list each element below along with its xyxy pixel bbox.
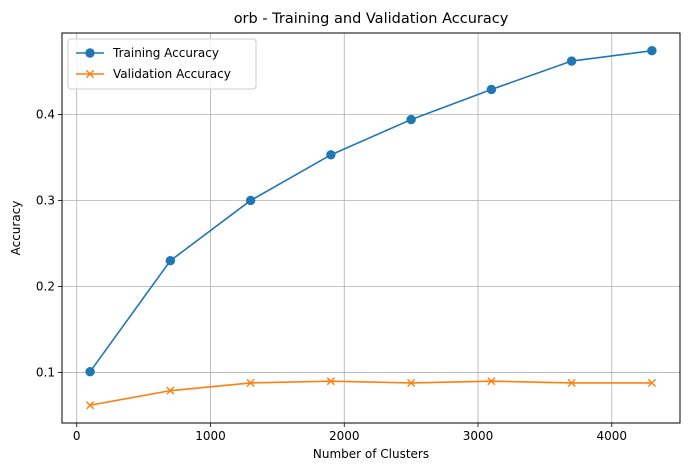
legend-marker — [85, 48, 95, 58]
data-point — [246, 378, 255, 387]
data-point — [166, 386, 175, 395]
data-point — [487, 377, 496, 386]
legend: Training Accuracy Validation Accuracy — [67, 38, 257, 90]
data-point-stroke — [85, 401, 95, 410]
data-point — [486, 84, 497, 95]
x-tick-label: 1000 — [195, 429, 226, 443]
legend-marker — [85, 69, 95, 79]
y-axis-label: Accuracy — [9, 201, 23, 256]
data-point — [326, 150, 336, 160]
y-tick-label: 0.1 — [36, 366, 55, 380]
data-point — [85, 401, 95, 410]
data-point-stroke — [647, 378, 657, 387]
data-point — [647, 46, 657, 56]
data-point-stroke — [487, 377, 496, 386]
axis-ticks: 0 1000 2000 3000 4000 0.1 0.2 0.3 0.4 — [36, 107, 627, 443]
x-tick-label: 2000 — [329, 429, 360, 443]
x-tick-label: 0 — [73, 429, 81, 443]
legend-item: Validation Accuracy — [76, 67, 231, 81]
series-line — [89, 49, 653, 373]
data-point — [326, 377, 335, 386]
series-1 — [85, 377, 657, 410]
data-point — [407, 378, 416, 387]
x-axis-label: Number of Clusters — [313, 447, 429, 461]
y-tick-label: 0.4 — [36, 107, 55, 121]
x-tick-label: 4000 — [597, 429, 628, 443]
y-tick-label: 0.2 — [36, 280, 55, 294]
plot-frame — [61, 32, 681, 424]
data-point-stroke — [166, 386, 175, 395]
data-point — [85, 367, 95, 377]
chart-title: orb - Training and Validation Accuracy — [234, 11, 509, 27]
series-layer — [85, 46, 657, 410]
x-tick-label: 3000 — [463, 429, 494, 443]
legend-box — [67, 38, 257, 90]
series-line — [89, 380, 652, 407]
series-0 — [85, 46, 657, 377]
data-point-stroke — [407, 378, 416, 387]
legend-marker-stroke — [85, 69, 95, 79]
data-point — [165, 256, 176, 266]
legend-label: Validation Accuracy — [113, 67, 231, 81]
data-point-stroke — [567, 378, 576, 387]
data-point — [245, 195, 256, 206]
legend-item: Training Accuracy — [76, 46, 219, 60]
data-point — [566, 56, 577, 66]
data-point — [406, 114, 416, 125]
data-point — [567, 378, 576, 387]
y-tick-label: 0.3 — [36, 193, 55, 207]
legend-label: Training Accuracy — [112, 46, 219, 60]
data-point-stroke — [326, 377, 335, 386]
data-point-stroke — [246, 378, 255, 387]
grid — [62, 33, 680, 423]
data-point — [647, 378, 657, 387]
